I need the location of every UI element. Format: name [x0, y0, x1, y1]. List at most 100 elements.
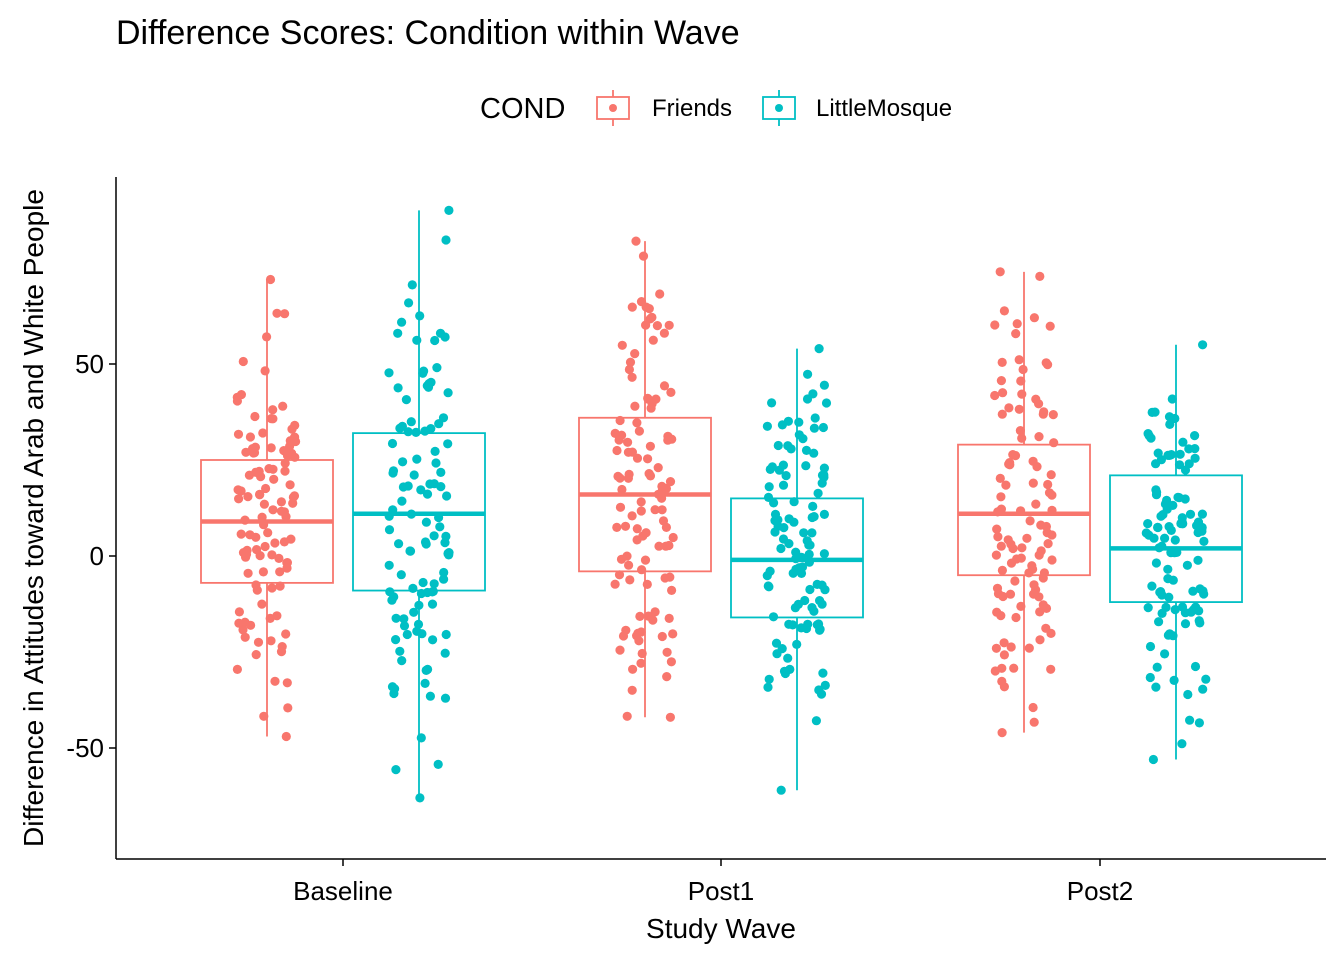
- data-point: [1156, 511, 1166, 521]
- data-point: [667, 585, 677, 596]
- data-point: [1029, 717, 1039, 727]
- data-point: [1147, 581, 1157, 591]
- data-point: [793, 599, 804, 610]
- data-point: [279, 507, 289, 517]
- data-point: [1195, 584, 1205, 594]
- data-point: [431, 458, 441, 468]
- data-point: [613, 471, 623, 481]
- data-point: [413, 619, 424, 630]
- data-point: [1190, 661, 1201, 672]
- data-point: [1049, 438, 1059, 448]
- data-point: [1006, 642, 1016, 652]
- data-point: [1029, 589, 1039, 599]
- data-point: [257, 512, 267, 522]
- data-point: [1185, 715, 1195, 725]
- data-point: [1043, 360, 1053, 370]
- data-point: [1169, 675, 1179, 686]
- data-point: [393, 383, 403, 393]
- data-point: [236, 390, 246, 400]
- data-point: [821, 398, 832, 408]
- data-point: [278, 401, 288, 411]
- data-point: [653, 489, 664, 499]
- data-point: [618, 631, 629, 641]
- data-point: [265, 274, 276, 285]
- data-point: [280, 466, 290, 476]
- data-point: [999, 638, 1009, 648]
- data-point: [238, 625, 248, 635]
- data-point: [643, 454, 653, 464]
- x-axis-label: Study Wave: [646, 913, 796, 944]
- data-point: [387, 438, 398, 449]
- data-point: [397, 496, 407, 506]
- data-point: [412, 335, 422, 345]
- data-point: [1047, 505, 1057, 515]
- data-point: [422, 489, 433, 499]
- data-point: [409, 607, 419, 617]
- data-point: [768, 612, 779, 622]
- data-point: [253, 637, 264, 647]
- data-point: [794, 563, 804, 573]
- data-point: [279, 537, 289, 547]
- data-point: [281, 629, 291, 639]
- data-point: [645, 441, 656, 451]
- data-point: [266, 636, 276, 646]
- data-point: [262, 332, 272, 342]
- data-point: [1185, 509, 1196, 519]
- data-point: [996, 541, 1006, 551]
- data-point: [819, 380, 830, 390]
- data-point: [665, 477, 676, 487]
- data-point: [783, 653, 793, 663]
- data-point: [243, 568, 253, 578]
- data-point: [266, 443, 276, 453]
- data-point: [662, 672, 672, 682]
- data-point: [397, 317, 407, 327]
- data-point: [814, 685, 824, 695]
- data-point: [1035, 271, 1045, 281]
- data-point: [788, 568, 798, 578]
- box-friends-post1: [578, 241, 712, 718]
- data-point: [436, 467, 446, 477]
- data-point: [1166, 450, 1176, 460]
- data-point: [794, 417, 804, 427]
- data-point: [267, 550, 277, 560]
- data-point: [624, 364, 635, 375]
- data-point: [1164, 412, 1175, 422]
- jitter-points-littlemosque-baseline: [384, 205, 454, 803]
- data-point: [655, 289, 665, 299]
- data-point: [819, 470, 829, 480]
- data-point: [789, 497, 799, 507]
- data-point: [1167, 394, 1177, 404]
- data-point: [636, 497, 646, 507]
- box-iqr: [957, 443, 1091, 577]
- legend: COND Friends LittleMosque: [480, 90, 952, 126]
- data-point: [785, 664, 795, 675]
- data-point: [435, 522, 445, 532]
- data-point: [261, 483, 271, 494]
- data-point: [1038, 409, 1048, 419]
- data-point: [1194, 718, 1204, 728]
- data-point: [1014, 355, 1024, 365]
- data-point: [444, 548, 454, 558]
- data-point: [809, 423, 820, 433]
- data-point: [614, 435, 624, 445]
- data-point: [991, 643, 1002, 653]
- data-point: [389, 688, 399, 699]
- data-point: [443, 388, 453, 398]
- data-point: [418, 577, 428, 588]
- data-point: [264, 464, 274, 474]
- data-point: [625, 575, 635, 585]
- data-point: [1170, 535, 1180, 545]
- data-point: [1046, 664, 1056, 674]
- data-point: [388, 505, 398, 515]
- data-point: [798, 434, 808, 444]
- data-point: [442, 491, 452, 501]
- data-point: [391, 765, 401, 775]
- data-point: [240, 515, 250, 525]
- data-point: [637, 648, 647, 659]
- data-point: [1036, 546, 1046, 556]
- data-point: [807, 528, 817, 538]
- data-point: [416, 588, 426, 599]
- data-point: [620, 521, 631, 531]
- data-point: [763, 581, 773, 591]
